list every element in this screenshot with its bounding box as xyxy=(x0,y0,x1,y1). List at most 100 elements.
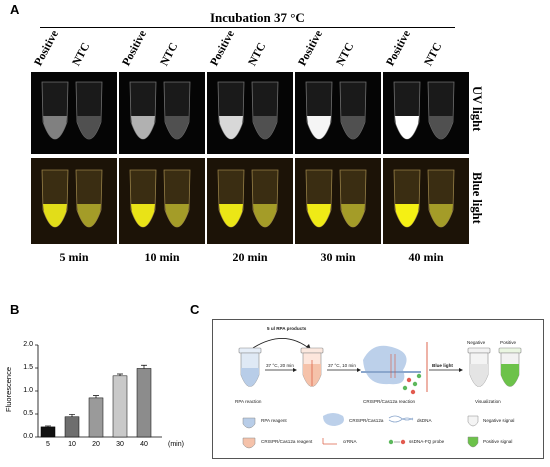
blue-light-photo-2 xyxy=(119,158,205,244)
y-axis-label: Fluorescence xyxy=(4,366,13,412)
ntc-tube xyxy=(427,169,455,228)
error-bar-10 xyxy=(69,414,75,417)
time-label: 30 min xyxy=(320,250,356,264)
rpa-products-label: 5 ul RPA products xyxy=(267,326,307,331)
time-label: 20 min xyxy=(232,250,268,264)
panel-b-letter: B xyxy=(10,302,20,317)
panel-c-letter: C xyxy=(190,302,200,317)
uv-photo-1 xyxy=(31,72,117,154)
crispr-tube-icon xyxy=(300,347,324,387)
ntc-column-label: NTC xyxy=(158,40,181,68)
positive-column-label: Positive xyxy=(208,28,237,68)
negative-label: Negative xyxy=(467,340,486,345)
positive-tube xyxy=(393,81,421,140)
ntc-column-label: NTC xyxy=(246,40,269,68)
rpa-reaction-label: RPA reaction xyxy=(235,399,262,404)
legend-positive-signal-icon xyxy=(467,436,479,448)
cas12a-complex-icon xyxy=(361,345,422,395)
ntc-tube xyxy=(163,81,191,140)
y-tick-label: 0.5 xyxy=(23,409,33,417)
positive-result-tube-icon xyxy=(498,347,522,387)
legend-rpa-reagent-icon xyxy=(242,417,256,429)
positive-column-label: Positive xyxy=(32,28,61,68)
time-label: 40 min xyxy=(408,250,444,264)
panel-a-letter: A xyxy=(10,2,20,17)
error-bar-30 xyxy=(117,373,123,376)
y-tick-label: 1.0 xyxy=(23,386,33,394)
positive-tube xyxy=(217,169,245,228)
ntc-tube xyxy=(339,169,367,228)
legend-crispr-reagent: CRISPR/Cas12a reagent xyxy=(261,439,313,444)
uv-photo-4 xyxy=(295,72,381,154)
negative-result-tube-icon xyxy=(467,347,491,387)
ntc-tube xyxy=(427,81,455,140)
ntc-tube xyxy=(251,81,279,140)
legend-dsdna-icon xyxy=(388,415,414,423)
legend-positive-signal: Positive signal xyxy=(483,439,513,444)
legend-ssdna-probe-icon xyxy=(388,439,406,445)
x-tick-label: 30 xyxy=(116,441,124,448)
ntc-tube xyxy=(75,81,103,140)
legend-crispr-reagent-icon xyxy=(242,437,256,449)
y-tick-label: 1.5 xyxy=(23,363,33,371)
positive-label: Positive xyxy=(500,340,517,345)
schematic-frame: 5 ul RPA products 37 °C, 20 min 37 °C, 1… xyxy=(212,319,544,459)
x-tick-label: 20 xyxy=(92,441,100,448)
error-bar-20 xyxy=(93,395,99,398)
ntc-tube xyxy=(75,169,103,228)
bar-40 xyxy=(136,368,152,438)
error-bar-40 xyxy=(141,364,147,369)
positive-tube xyxy=(129,81,157,140)
legend-negative-signal-icon xyxy=(467,415,479,427)
step1-label: 37 °C, 20 min xyxy=(266,363,294,368)
legend-crrna-icon xyxy=(322,438,337,445)
ntc-tube xyxy=(163,169,191,228)
x-axis-label: (min) xyxy=(168,441,184,448)
bar-10 xyxy=(64,416,80,438)
x-tick-label: 5 xyxy=(46,441,50,448)
title-underline xyxy=(40,27,455,28)
rpa-tube-icon xyxy=(238,347,262,387)
positive-tube xyxy=(305,81,333,140)
legend-dsdna: dsDNA xyxy=(417,418,432,423)
bar-30 xyxy=(112,375,128,438)
uv-photo-3 xyxy=(207,72,293,154)
row-label-blue: Blue light xyxy=(470,172,484,224)
row-label-uv: UV light xyxy=(470,86,484,132)
blue-light-photo-5 xyxy=(383,158,469,244)
uv-photo-5 xyxy=(383,72,469,154)
y-tick-label: 2.0 xyxy=(23,340,33,348)
blue-light-photo-3 xyxy=(207,158,293,244)
time-label: 10 min xyxy=(144,250,180,264)
legend-rpa-reagent: RPA reagent xyxy=(261,418,287,423)
positive-tube xyxy=(393,169,421,228)
ntc-tube xyxy=(339,81,367,140)
transfer-arrow xyxy=(252,338,312,351)
positive-column-label: Positive xyxy=(296,28,325,68)
positive-tube xyxy=(217,81,245,140)
bar-5 xyxy=(40,426,56,438)
uv-photo-2 xyxy=(119,72,205,154)
positive-column-label: Positive xyxy=(384,28,413,68)
positive-tube xyxy=(305,169,333,228)
ntc-column-label: NTC xyxy=(70,40,93,68)
time-label: 5 min xyxy=(59,250,89,264)
blue-light-photo-1 xyxy=(31,158,117,244)
legend-negative-signal: Negative signal xyxy=(483,418,515,423)
fluorescence-bar-chart xyxy=(35,344,162,438)
y-tick-label: 0.0 xyxy=(23,432,33,440)
positive-column-label: Positive xyxy=(120,28,149,68)
legend-crrna: crRNA xyxy=(343,439,357,444)
legend-cas12a-icon xyxy=(323,413,344,426)
x-tick-label: 10 xyxy=(68,441,76,448)
positive-tube xyxy=(129,169,157,228)
ntc-column-label: NTC xyxy=(422,40,445,68)
visualization-label: Visualization xyxy=(475,399,501,404)
ntc-tube xyxy=(251,169,279,228)
ntc-column-label: NTC xyxy=(334,40,357,68)
positive-tube xyxy=(41,169,69,228)
step2-label: 37 °C, 10 min xyxy=(328,363,356,368)
schematic-graphics xyxy=(238,338,522,449)
positive-tube xyxy=(41,81,69,140)
bar-20 xyxy=(88,397,104,438)
